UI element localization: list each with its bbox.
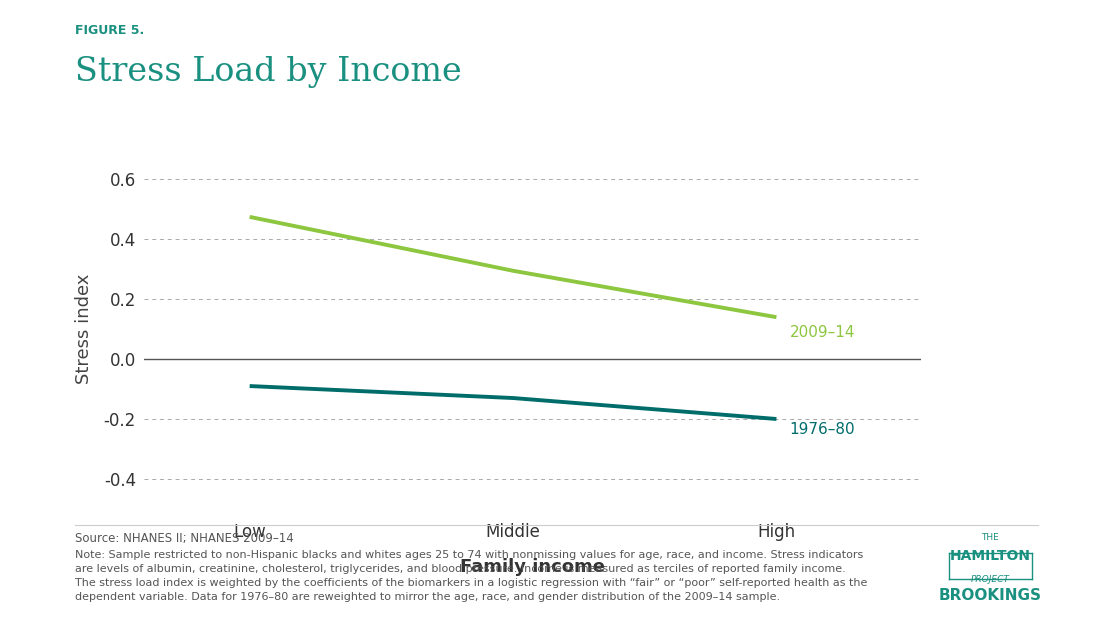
Text: PROJECT: PROJECT [970,575,1010,584]
Text: Source: NHANES II; NHANES 2009–14: Source: NHANES II; NHANES 2009–14 [75,532,294,545]
Y-axis label: Stress index: Stress index [74,274,92,384]
Text: FIGURE 5.: FIGURE 5. [75,24,144,37]
Text: HAMILTON: HAMILTON [950,549,1030,563]
Text: Note: Sample restricted to non-Hispanic blacks and whites ages 25 to 74 with non: Note: Sample restricted to non-Hispanic … [75,550,868,602]
Text: THE: THE [981,533,999,542]
Text: BROOKINGS: BROOKINGS [939,588,1041,603]
Text: 2009–14: 2009–14 [789,324,855,339]
X-axis label: Family income: Family income [461,558,605,576]
Text: Stress Load by Income: Stress Load by Income [75,56,462,88]
Text: 1976–80: 1976–80 [789,422,855,437]
